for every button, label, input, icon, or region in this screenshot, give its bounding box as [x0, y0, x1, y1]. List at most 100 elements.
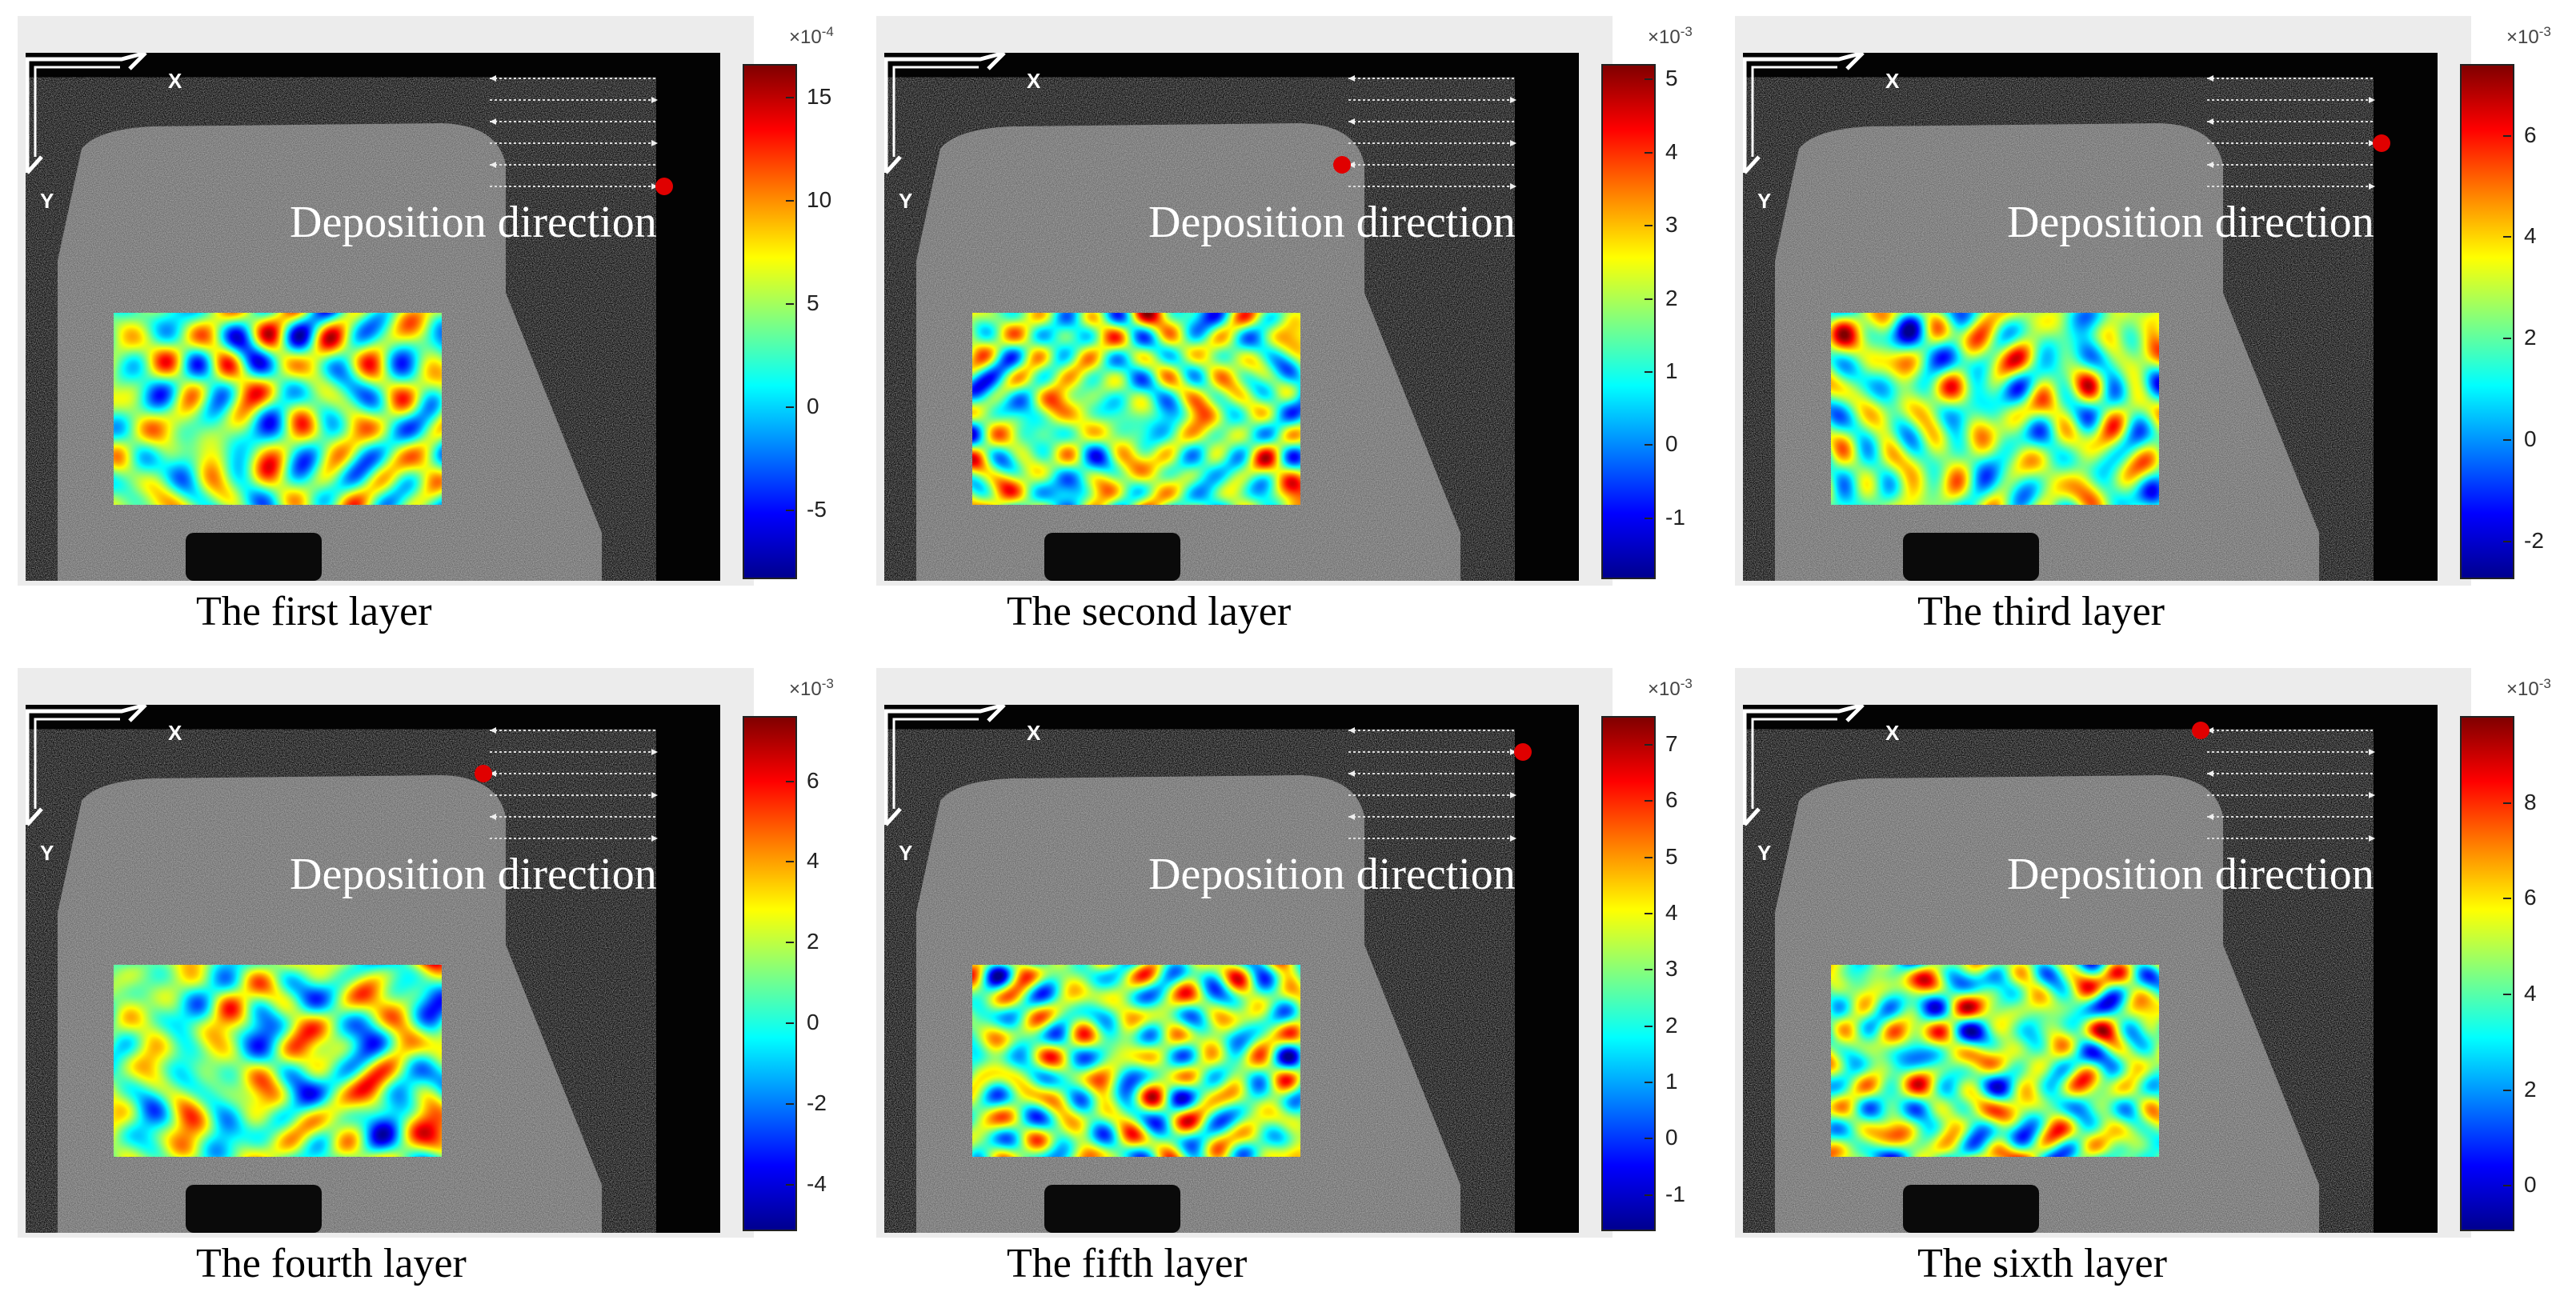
- coordinate-frame-icon: [1743, 705, 1865, 826]
- current-layer-dot: [2373, 134, 2390, 152]
- colorbar-exponent-base: ×10: [2506, 26, 2539, 48]
- strain-heatmap: [972, 965, 1300, 1157]
- colorbar-tick-mark: [1645, 856, 1653, 858]
- colorbar-exponent-power: -3: [2538, 24, 2551, 39]
- colorbar: [743, 716, 797, 1231]
- colorbar-tick-label: 7: [1665, 731, 1678, 757]
- deposition-direction-label: Deposition direction: [1148, 850, 1516, 899]
- deposition-path-arrows: [475, 727, 658, 842]
- colorbar-exponent: ×10-3: [789, 676, 834, 701]
- strain-heatmap: [1831, 313, 2159, 505]
- colorbar-tick-label: -2: [2524, 527, 2544, 553]
- colorbar-tick-mark: [1645, 1025, 1653, 1027]
- x-axis-label: X: [1027, 721, 1041, 745]
- specimen-photo: X Y Deposition direction: [1743, 705, 2438, 1233]
- colorbar-exponent: ×10-3: [1648, 24, 1693, 49]
- colorbar-tick-mark: [786, 303, 794, 306]
- x-axis-label: X: [1885, 69, 1900, 93]
- colorbar-tick-label: 0: [1665, 431, 1678, 457]
- colorbar-tick-label: -1: [1665, 1181, 1685, 1206]
- colorbar-tick-mark: [786, 406, 794, 409]
- colorbar-tick-mark: [2503, 540, 2511, 542]
- y-axis-label: Y: [899, 189, 913, 213]
- colorbar-tick-label: 1: [1665, 358, 1678, 383]
- deposition-direction-label: Deposition direction: [290, 850, 657, 899]
- deposition-path-arrows: [2207, 75, 2390, 190]
- colorbar-tick-label: 3: [1665, 212, 1678, 238]
- colorbar-tick-label: 4: [1665, 900, 1678, 926]
- colorbar-tick-mark: [1645, 1138, 1653, 1140]
- colorbar-tick-label: 10: [807, 187, 832, 213]
- colorbar: [1601, 716, 1656, 1231]
- colorbar-tick-mark: [1645, 225, 1653, 227]
- strain-heatmap: [1831, 965, 2159, 1157]
- colorbar-tick-mark: [2503, 993, 2511, 995]
- current-layer-dot: [1333, 156, 1351, 174]
- colorbar-tick-label: 6: [807, 767, 819, 793]
- colorbar-tick-mark: [786, 1102, 794, 1105]
- colorbar-tick-label: -5: [807, 497, 827, 522]
- strain-heatmap: [114, 313, 442, 505]
- layer-caption: The third layer: [1917, 589, 2165, 634]
- colorbar-tick-label: 0: [2524, 1172, 2537, 1198]
- strain-heatmap: [972, 313, 1300, 505]
- colorbar-tick-mark: [2503, 1089, 2511, 1091]
- deposition-path-arrows: [1348, 727, 1532, 842]
- colorbar-exponent-power: -3: [821, 676, 834, 691]
- colorbar-tick-label: 1: [1665, 1069, 1678, 1094]
- colorbar-tick-mark: [2503, 338, 2511, 340]
- colorbar-tick-label: 4: [1665, 138, 1678, 164]
- x-axis-label: X: [1027, 69, 1041, 93]
- y-axis-label: Y: [899, 841, 913, 865]
- layer-panel-2: X Y Deposition direction 5 4 3 2 1 0 -1 ×10-3 …: [859, 0, 1717, 652]
- colorbar-tick-label: 4: [2524, 980, 2537, 1006]
- colorbar: [2460, 716, 2514, 1231]
- x-axis-label: X: [168, 69, 182, 93]
- colorbar-tick-label: 0: [2524, 426, 2537, 451]
- deposition-path-arrows: [1333, 75, 1516, 190]
- coordinate-frame-icon: [1743, 53, 1865, 174]
- layer-panel-3: X Y Deposition direction 6 4 2 0 -2 ×10-3 Th…: [1717, 0, 2576, 652]
- colorbar-tick-mark: [2503, 438, 2511, 441]
- colorbar-exponent-power: -3: [1680, 24, 1693, 39]
- colorbar-exponent-power: -4: [821, 24, 834, 39]
- colorbar-exponent: ×10-3: [2506, 24, 2551, 49]
- layer-panel-4: X Y Deposition direction 6 4 2 0 -2 -4 ×10-3 …: [0, 652, 859, 1304]
- colorbar-exponent: ×10-4: [789, 24, 834, 49]
- colorbar-tick-mark: [1645, 969, 1653, 971]
- colorbar-tick-mark: [1645, 151, 1653, 154]
- colorbar-tick-mark: [1645, 444, 1653, 446]
- colorbar-tick-mark: [786, 942, 794, 944]
- x-axis-label: X: [168, 721, 182, 745]
- colorbar-tick-mark: [786, 510, 794, 512]
- colorbar-tick-mark: [1645, 1194, 1653, 1196]
- colorbar-tick-mark: [1645, 1082, 1653, 1084]
- colorbar-tick-label: 2: [2524, 325, 2537, 350]
- colorbar-tick-label: 15: [807, 84, 832, 110]
- colorbar-exponent-base: ×10: [789, 678, 822, 700]
- colorbar-tick-label: 2: [2524, 1076, 2537, 1102]
- colorbar-tick-label: 6: [2524, 885, 2537, 910]
- colorbar-tick-mark: [2503, 802, 2511, 804]
- colorbar-exponent: ×10-3: [1648, 676, 1693, 701]
- layer-caption: The sixth layer: [1917, 1241, 2167, 1286]
- layer-panel-5: X Y Deposition direction 7 6 5 4 3 2 1 0 -1 ×10-…: [859, 652, 1717, 1304]
- colorbar-tick-mark: [1645, 298, 1653, 300]
- deposition-direction-label: Deposition direction: [2007, 850, 2374, 899]
- colorbar-tick-mark: [1645, 744, 1653, 746]
- colorbar-tick-label: 5: [807, 290, 819, 316]
- colorbar-exponent: ×10-3: [2506, 676, 2551, 701]
- layer-panel-1: X Y Deposition direction 15 10 5 0 -5 ×10-4 …: [0, 0, 859, 652]
- layer-caption: The first layer: [196, 589, 432, 634]
- y-axis-label: Y: [40, 189, 54, 213]
- colorbar-exponent-base: ×10: [1648, 678, 1681, 700]
- y-axis-label: Y: [40, 841, 54, 865]
- strain-heatmap: [114, 965, 442, 1157]
- current-layer-dot: [2192, 722, 2209, 739]
- colorbar-tick-label: 6: [2524, 122, 2537, 147]
- colorbar-tick-mark: [786, 1022, 794, 1024]
- colorbar: [2460, 64, 2514, 579]
- colorbar-tick-mark: [1645, 78, 1653, 81]
- specimen-photo: X Y Deposition direction: [26, 705, 720, 1233]
- colorbar-tick-label: 2: [1665, 285, 1678, 310]
